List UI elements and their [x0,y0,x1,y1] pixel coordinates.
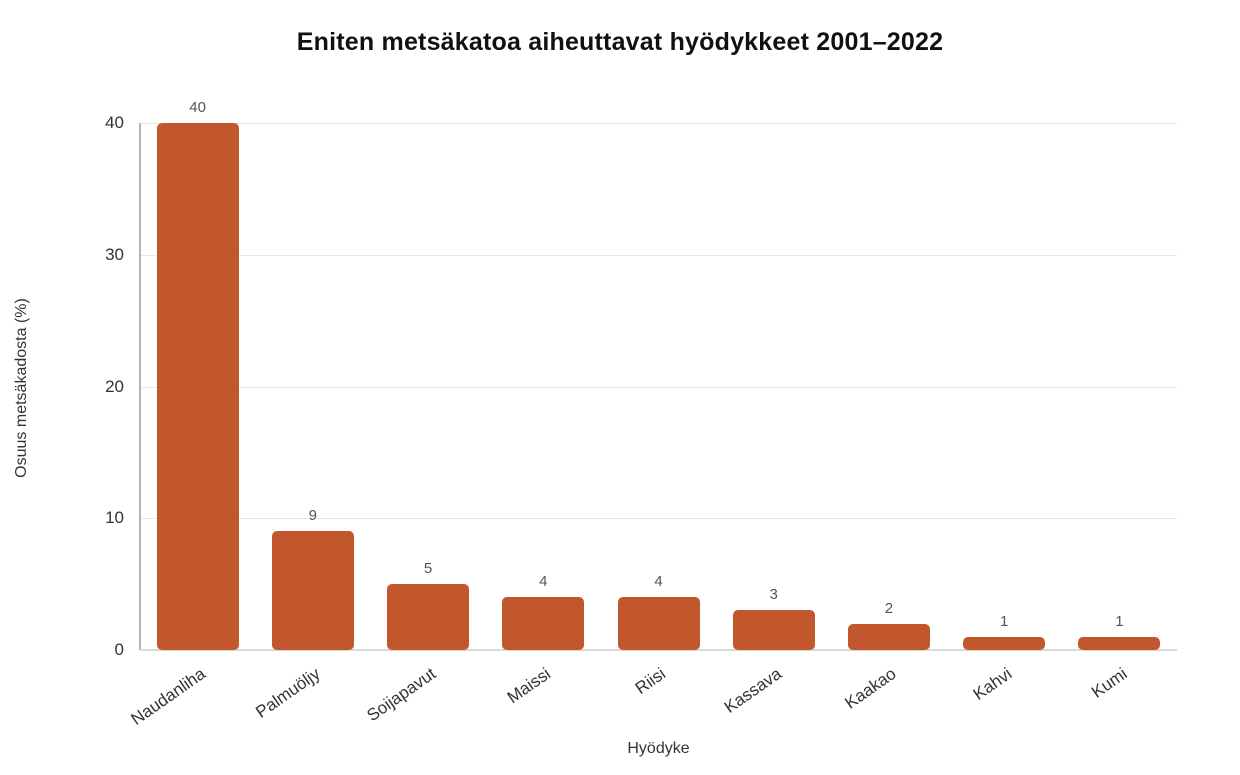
bar-kaakao [847,623,930,650]
x-axis-title: Hyödyke [627,740,690,757]
bar-value-label-naudanliha: 40 [189,99,206,116]
bar-value-label-kassava: 3 [769,586,778,604]
x-tick-label-soijapavut: Soijapavut [363,664,439,726]
x-tick-label-maissi: Maissi [503,664,555,708]
x-tick-label-riisi: Riisi [632,664,670,698]
gridline-y-20 [140,386,1177,388]
bar-value-label-kaakao: 2 [884,599,894,617]
x-axis-baseline [140,649,1177,651]
bar-value-label-soijapavut: 5 [423,560,433,578]
y-axis-tick-labels: 0 10 20 30 40 [0,113,132,659]
bar-value-label-kumi: 1 [1115,612,1124,630]
bar-value-label-kahvi: 1 [999,612,1009,630]
bar-soijapavut [387,584,470,650]
bar-naudanliha [156,123,239,650]
bar-value-label-riisi: 4 [654,573,663,591]
x-tick-label-kumi: Kumi [1087,664,1131,702]
bar-value-label-palmuöljy: 9 [308,507,317,525]
bar-kumi [1078,636,1161,650]
x-tick-label-kassava: Kassava [720,664,785,717]
bar-maissi [502,597,585,650]
gridline-y-40 [140,123,1177,124]
bar-value-label-maissi: 4 [539,573,548,591]
plot-area: 40 Naudanliha 9 Palmuöljy 5 Soijapavut 4 Maissi… [127,99,1177,729]
y-tick-label-30: 30 [105,244,124,264]
bar-kahvi [963,636,1046,650]
y-tick-label-10: 10 [105,508,124,528]
x-tick-label-naudanliha: Naudanliha [127,664,209,729]
bar-palmuöljy [271,531,354,650]
y-axis-line [139,123,141,650]
x-tick-label-kaakao: Kaakao [841,664,900,713]
bar-kassava [732,610,815,650]
x-tick-label-kahvi: Kahvi [969,664,1016,704]
x-tick-label-palmuöljy: Palmuöljy [252,664,324,722]
y-tick-label-40: 40 [105,113,124,132]
y-tick-label-20: 20 [105,376,124,396]
chart-title: Eniten metsäkatoa aiheuttavat hyödykkeet… [296,28,944,56]
gridline-y-30 [140,254,1177,256]
y-tick-label-0: 0 [114,640,124,659]
gridline-y-10 [140,518,1177,520]
bar-riisi [617,597,700,650]
